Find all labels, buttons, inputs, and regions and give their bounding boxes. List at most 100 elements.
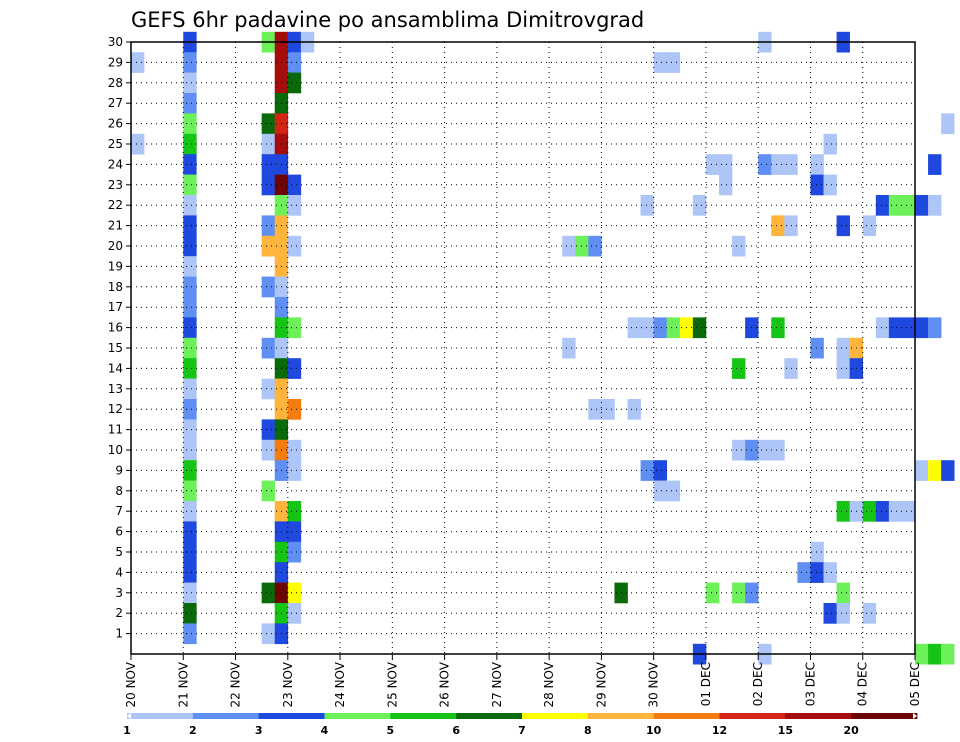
x-tick-label: 24 NOV <box>333 661 347 707</box>
precip-cell <box>261 174 276 196</box>
precip-cell <box>261 276 276 298</box>
precip-cell <box>823 603 837 624</box>
precip-cell <box>261 378 276 400</box>
x-tick-label: 27 NOV <box>490 661 504 707</box>
precip-cell <box>261 582 276 604</box>
precip-cell <box>183 562 197 583</box>
x-tick-label: 21 NOV <box>176 661 190 707</box>
x-tick-label: 28 NOV <box>542 661 556 707</box>
precip-cell <box>183 154 197 175</box>
precip-cell <box>941 460 955 481</box>
precip-cell <box>888 317 903 339</box>
precip-cell <box>732 235 746 257</box>
y-tick-label: 27 <box>108 96 123 110</box>
legend-right-point <box>913 713 917 719</box>
legend-swatch <box>258 713 325 719</box>
precip-cell <box>287 460 302 481</box>
x-tick-label: 05 DEC <box>908 662 922 706</box>
precip-cell <box>666 317 681 339</box>
y-tick-label: 22 <box>108 198 123 212</box>
precip-cell <box>875 195 890 216</box>
precip-cell <box>758 439 772 461</box>
precip-cell <box>666 480 681 502</box>
y-tick-label: 6 <box>115 525 123 539</box>
legend-swatch <box>851 713 918 719</box>
precip-cell <box>836 358 850 379</box>
x-tick-label: 23 NOV <box>281 661 295 707</box>
precip-cell <box>915 460 929 481</box>
precip-cell <box>627 317 641 339</box>
precip-cell <box>888 501 903 522</box>
legend-swatch <box>587 713 655 719</box>
precip-cell <box>915 643 929 665</box>
y-tick-label: 5 <box>115 545 123 559</box>
legend-swatch <box>785 713 852 719</box>
y-tick-label: 19 <box>108 259 123 273</box>
precip-cell <box>261 419 276 441</box>
precip-cell <box>640 460 654 481</box>
y-axis: 1234567891011121314151617181920212223242… <box>108 35 131 641</box>
legend-label: 6 <box>452 724 460 737</box>
precip-cell <box>810 562 824 583</box>
precip-cell <box>928 460 942 481</box>
precip-cell <box>601 399 615 420</box>
legend-swatch <box>522 713 589 719</box>
y-tick-label: 2 <box>115 606 123 620</box>
y-tick-label: 12 <box>108 402 123 416</box>
precip-cell <box>287 521 302 543</box>
precip-cell <box>261 154 276 175</box>
precip-cell <box>653 52 668 73</box>
precip-cell <box>875 317 890 339</box>
precip-cell <box>261 623 276 645</box>
precip-cell <box>183 72 197 94</box>
y-tick-label: 28 <box>108 76 123 90</box>
legend-label: 3 <box>255 724 263 737</box>
precip-cell <box>131 133 145 155</box>
precip-cell <box>823 562 837 583</box>
precip-cell <box>915 195 929 216</box>
legend-label: 20 <box>844 724 860 737</box>
color-legend: 1 2 3 4 5 6 7 8 10 12 15 20 <box>123 713 918 737</box>
precipitation-cells <box>131 31 955 665</box>
precip-cell <box>183 317 197 339</box>
precip-cell <box>862 215 877 237</box>
y-tick-label: 4 <box>115 565 123 579</box>
precip-cell <box>183 174 197 196</box>
x-tick-label: 26 NOV <box>438 661 452 707</box>
precip-cell <box>183 297 197 318</box>
precip-cell <box>287 501 302 522</box>
precip-cell <box>287 582 302 604</box>
precip-cell <box>653 460 668 481</box>
y-tick-label: 9 <box>115 463 123 477</box>
precip-cell <box>719 154 733 175</box>
y-tick-label: 10 <box>108 443 123 457</box>
legend-swatch <box>127 713 194 719</box>
y-tick-label: 30 <box>108 35 123 49</box>
precip-cell <box>928 317 942 339</box>
precip-cell <box>758 154 772 175</box>
legend-label: 15 <box>778 724 793 737</box>
precip-cell <box>771 317 785 339</box>
y-tick-label: 29 <box>108 55 123 69</box>
legend-label: 12 <box>712 724 727 737</box>
precip-cell <box>183 480 197 502</box>
y-tick-label: 8 <box>115 484 123 498</box>
precip-cell <box>183 399 197 420</box>
precip-cell <box>640 317 654 339</box>
precip-cell <box>183 337 197 359</box>
precip-cell <box>183 195 197 216</box>
precip-cell <box>261 215 276 237</box>
y-tick-label: 16 <box>108 321 123 335</box>
precip-cell <box>901 317 916 339</box>
x-tick-label: 22 NOV <box>229 661 243 707</box>
precip-cell <box>261 337 276 359</box>
precip-cell <box>941 113 955 135</box>
y-tick-label: 14 <box>108 361 123 375</box>
precip-cell <box>183 439 197 461</box>
precip-cell <box>705 582 720 604</box>
precip-cell <box>183 623 197 645</box>
precip-cell <box>928 195 942 216</box>
x-tick-label: 03 DEC <box>803 662 817 706</box>
x-tick-label: 30 NOV <box>647 661 661 707</box>
